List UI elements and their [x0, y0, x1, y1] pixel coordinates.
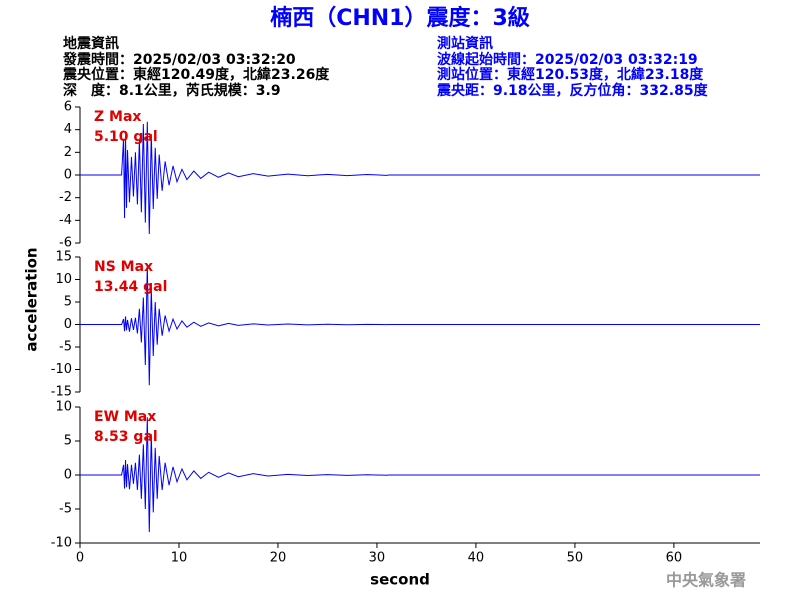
- x-tick-label: 30: [369, 551, 386, 566]
- info-line: 深 度：8.1公里，芮氏規模：3.9: [63, 82, 281, 99]
- annotation: EW Max: [94, 409, 156, 425]
- y-tick-label: -10: [51, 536, 72, 551]
- y-tick-label: 0: [64, 468, 72, 483]
- y-tick-label: 0: [64, 168, 72, 183]
- y-tick-label: 10: [55, 400, 72, 415]
- info-line: 地震資訊: [63, 35, 119, 52]
- y-axis-label: acceleration: [23, 247, 41, 351]
- x-tick-label: 60: [666, 551, 683, 566]
- x-tick-label: 0: [76, 551, 84, 566]
- waveform: [80, 417, 760, 533]
- annotation: 5.10 gal: [94, 129, 158, 145]
- y-tick-label: 0: [64, 317, 72, 332]
- y-tick-label: -5: [59, 502, 72, 517]
- chart-title: 楠西（CHN1）震度：3級: [270, 5, 530, 31]
- x-tick-label: 20: [270, 551, 287, 566]
- station-line: 震央距：9.18公里，反方位角：332.85度: [436, 82, 709, 99]
- station-line: 波線起始時間：2025/02/03 03:32:19: [437, 51, 698, 68]
- station-line: 測站位置：東經120.53度，北緯23.18度: [437, 66, 704, 83]
- station-line: 測站資訊: [437, 35, 493, 52]
- x-tick-label: 50: [567, 551, 584, 566]
- annotation: 8.53 gal: [94, 429, 158, 445]
- waveform: [80, 264, 760, 386]
- y-tick-label: -6: [59, 236, 72, 251]
- y-tick-label: 5: [64, 295, 72, 310]
- y-tick-label: 5: [64, 434, 72, 449]
- y-tick-label: 6: [64, 100, 72, 115]
- y-tick-label: 4: [64, 122, 72, 137]
- x-tick-label: 40: [468, 551, 485, 566]
- waveform: [80, 121, 760, 234]
- y-tick-label: -5: [59, 340, 72, 355]
- info-line: 發震時間：2025/02/03 03:32:20: [62, 51, 296, 68]
- x-tick-label: 10: [171, 551, 188, 566]
- annotation: NS Max: [94, 259, 153, 275]
- y-tick-label: 10: [55, 272, 72, 287]
- y-tick-label: 2: [64, 145, 72, 160]
- y-tick-label: 15: [55, 250, 72, 265]
- y-tick-label: -2: [59, 190, 72, 205]
- info-line: 震央位置：東經120.49度，北緯23.26度: [62, 66, 330, 83]
- y-tick-label: -10: [51, 362, 72, 377]
- footer: 中央氣象署: [666, 571, 746, 590]
- x-axis-label: second: [370, 571, 430, 589]
- annotation: 13.44 gal: [94, 279, 167, 295]
- y-tick-label: -15: [51, 385, 72, 400]
- annotation: Z Max: [94, 109, 141, 125]
- y-tick-label: -4: [59, 213, 72, 228]
